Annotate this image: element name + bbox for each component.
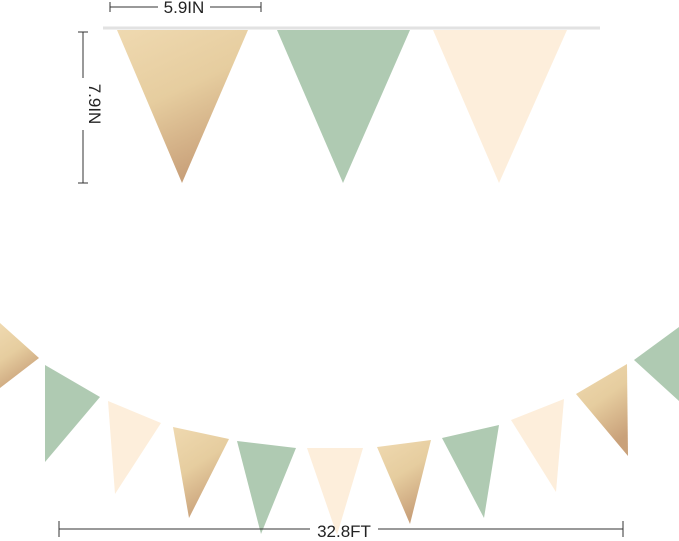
garland-flag-cream bbox=[307, 448, 363, 535]
total-length-label: 32.8FT bbox=[317, 522, 371, 541]
flag-width-label: 5.9IN bbox=[164, 0, 205, 17]
garland-flag-cream bbox=[108, 401, 161, 494]
top-flag-gold bbox=[117, 30, 248, 183]
garland-flag-gold bbox=[0, 323, 39, 388]
top-flag-cream bbox=[433, 30, 567, 183]
garland-flag-sage-green bbox=[442, 425, 499, 518]
length-dimension: 32.8FT bbox=[58, 521, 624, 541]
width-dimension: 5.9IN bbox=[109, 0, 262, 17]
garland-flag-gold bbox=[173, 427, 229, 518]
top-flag-sage-green bbox=[277, 30, 410, 183]
flag-height-label: 7.9IN bbox=[85, 84, 104, 125]
garland-flag-cream bbox=[511, 399, 564, 492]
garland-flag-sage-green bbox=[634, 327, 679, 401]
garland-flag-gold bbox=[576, 364, 628, 456]
garland-flag-gold bbox=[377, 440, 431, 524]
garland-flag-sage-green bbox=[237, 441, 296, 534]
height-dimension: 7.9IN bbox=[78, 31, 104, 184]
garland-flag-sage-green bbox=[45, 365, 100, 462]
